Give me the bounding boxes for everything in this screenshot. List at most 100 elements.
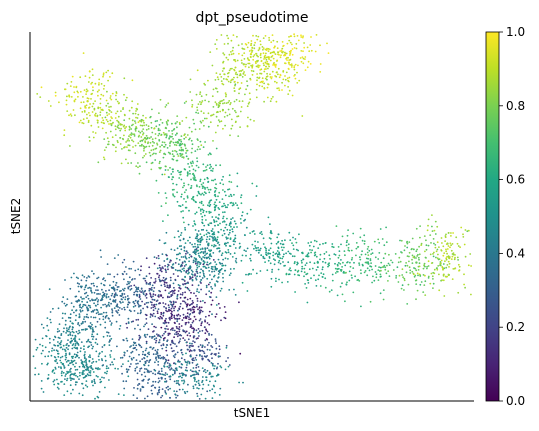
- scatter-dot: [222, 78, 225, 80]
- scatter-dot: [137, 302, 139, 305]
- scatter-dot: [286, 42, 289, 45]
- scatter-dot: [370, 262, 372, 264]
- scatter-dot: [206, 263, 208, 266]
- scatter-dot: [243, 58, 246, 60]
- scatter-dot: [192, 340, 195, 342]
- scatter-dot: [198, 254, 200, 257]
- scatter-dot: [102, 72, 105, 75]
- scatter-dot: [138, 370, 141, 372]
- scatter-dot: [130, 106, 133, 109]
- scatter-dot: [181, 363, 184, 366]
- scatter-dot: [200, 101, 203, 104]
- scatter-dot: [196, 305, 198, 308]
- scatter-dot: [120, 298, 123, 300]
- scatter-dot: [198, 312, 201, 314]
- scatter-dot: [176, 159, 179, 162]
- scatter-dot: [106, 120, 109, 123]
- scatter-dot: [165, 231, 168, 234]
- scatter-dot: [163, 332, 165, 335]
- scatter-dot: [172, 273, 175, 275]
- scatter-dot: [427, 275, 430, 278]
- scatter-dot: [171, 264, 174, 266]
- scatter-dot: [196, 290, 198, 293]
- scatter-dot: [207, 244, 210, 247]
- scatter-dot: [70, 115, 73, 117]
- scatter-dot: [125, 158, 127, 161]
- scatter-dot: [116, 126, 119, 128]
- scatter-dot: [52, 380, 55, 383]
- scatter-dot: [154, 294, 157, 296]
- scatter-dot: [202, 260, 205, 263]
- scatter-dot: [174, 394, 177, 396]
- scatter-dot: [138, 172, 141, 175]
- scatter-dot: [179, 293, 182, 296]
- scatter-dot: [219, 355, 221, 358]
- scatter-dot: [169, 368, 172, 371]
- scatter-dot: [178, 149, 181, 152]
- scatter-dot: [164, 289, 167, 292]
- scatter-dot: [101, 376, 103, 379]
- scatter-dot: [207, 188, 210, 191]
- scatter-dot: [193, 341, 196, 344]
- scatter-dot: [342, 261, 344, 264]
- scatter-dot: [368, 249, 371, 252]
- scatter-dot: [229, 229, 231, 232]
- scatter-dot: [275, 242, 278, 245]
- scatter-dot: [262, 52, 265, 55]
- scatter-dot: [408, 255, 410, 258]
- scatter-dot: [177, 360, 179, 363]
- scatter-dot: [192, 357, 195, 360]
- scatter-dot: [444, 275, 447, 278]
- scatter-dot: [123, 287, 126, 290]
- scatter-dot: [196, 157, 198, 160]
- scatter-dot: [450, 258, 453, 260]
- scatter-dot: [256, 60, 259, 63]
- scatter-dot: [145, 145, 148, 148]
- scatter-dot: [117, 115, 120, 118]
- scatter-dot: [173, 372, 176, 375]
- scatter-dot: [87, 119, 90, 122]
- scatter-dot: [269, 237, 272, 240]
- scatter-dot: [80, 347, 82, 350]
- scatter-dot: [185, 305, 188, 308]
- scatter-dot: [171, 150, 174, 153]
- scatter-dot: [176, 115, 179, 117]
- scatter-dot: [56, 328, 59, 330]
- scatter-dot: [277, 240, 280, 243]
- scatter-dot: [268, 56, 271, 59]
- scatter-dot: [90, 93, 93, 96]
- scatter-dot: [187, 308, 189, 311]
- scatter-dot: [242, 72, 245, 75]
- scatter-dot: [287, 250, 290, 253]
- scatter-dot: [174, 353, 177, 356]
- scatter-dot: [91, 362, 93, 364]
- scatter-dot: [167, 388, 170, 391]
- scatter-dot: [170, 294, 173, 296]
- scatter-dot: [208, 341, 210, 344]
- scatter-dot: [201, 387, 204, 390]
- scatter-dot: [153, 287, 156, 289]
- scatter-dot: [427, 218, 430, 221]
- scatter-dot: [318, 274, 320, 277]
- scatter-dot: [94, 298, 97, 301]
- scatter-dot: [189, 242, 192, 244]
- scatter-dot: [84, 320, 87, 323]
- scatter-dot: [287, 261, 290, 264]
- scatter-dot: [293, 47, 296, 49]
- scatter-dot: [147, 301, 150, 304]
- scatter-dot: [123, 289, 125, 292]
- scatter-dot: [72, 326, 74, 329]
- scatter-dot: [265, 254, 268, 257]
- scatter-dot: [162, 296, 164, 299]
- scatter-dot: [133, 284, 136, 287]
- scatter-dot: [211, 216, 214, 218]
- scatter-dot: [162, 357, 165, 360]
- scatter-dot: [83, 276, 86, 278]
- scatter-dot: [124, 146, 126, 148]
- scatter-dot: [200, 202, 203, 205]
- scatter-dot: [198, 398, 201, 400]
- scatter-dot: [148, 272, 151, 275]
- scatter-dot: [102, 291, 104, 294]
- scatter-dot: [281, 243, 284, 246]
- scatter-dot: [53, 379, 56, 381]
